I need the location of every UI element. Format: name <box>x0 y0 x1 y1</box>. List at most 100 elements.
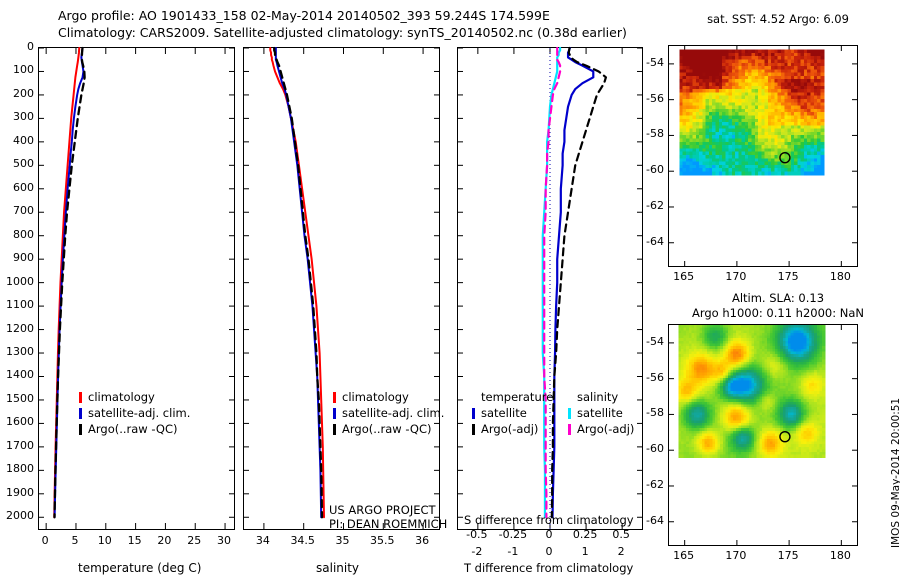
tick-label: -0.5 <box>466 528 488 541</box>
tick-label: 300 <box>13 110 34 124</box>
header-line-2: Climatology: CARS2009. Satellite-adjuste… <box>58 25 627 40</box>
difference-line <box>550 46 608 519</box>
tick-label: 1700 <box>6 438 34 452</box>
tick-label: 175 <box>777 549 799 562</box>
difference-line <box>543 46 562 519</box>
legend-label-salinity-argo-adj: Argo(-adj) <box>577 422 635 436</box>
legend-label-climatology-salinity: climatology <box>342 390 409 404</box>
legend-swatch-temperature-satellite <box>472 408 475 419</box>
salinity-plot-area <box>244 46 439 529</box>
tick-label: 165 <box>673 270 695 283</box>
salinity-x-axis-label: salinity <box>316 561 360 575</box>
temperature-panel <box>38 46 235 530</box>
tick-label: -0.25 <box>498 528 528 541</box>
tick-label: -64 <box>646 513 664 527</box>
sst-map-plot-area <box>669 46 857 266</box>
tick-label: 1800 <box>6 462 34 476</box>
tick-label: 34 <box>255 534 270 547</box>
difference-panel <box>457 46 643 530</box>
tick-label: 600 <box>13 180 34 194</box>
profile-location-marker <box>779 151 791 164</box>
tick-label: 2 <box>617 545 625 558</box>
tick-label: 900 <box>13 251 34 265</box>
tick-label: 800 <box>13 227 34 241</box>
tick-label: -58 <box>646 406 664 420</box>
tick-label: 1100 <box>6 298 34 312</box>
sla-map-panel <box>668 324 858 546</box>
profile-location-marker <box>779 430 791 443</box>
sla-map-title-line-1: Altim. SLA: 0.13 <box>731 291 825 305</box>
tick-label: 35 <box>335 534 350 547</box>
difference-plot-area <box>458 46 642 529</box>
tick-label: -64 <box>646 234 664 248</box>
tick-label: 500 <box>13 157 34 171</box>
tick-label: 0 <box>545 528 553 541</box>
tick-label: 400 <box>13 133 34 147</box>
tick-label: 34.5 <box>290 534 315 547</box>
legend-label-argo-raw-qc: Argo(..raw -QC) <box>88 422 178 436</box>
header-line-1: Argo profile: AO 1901433_158 02-May-2014… <box>58 8 550 23</box>
tick-label: 1 <box>581 545 589 558</box>
temperature-plot-area <box>39 46 234 529</box>
legend-label-temperature-satellite: satellite <box>481 406 527 420</box>
tick-label: 0.25 <box>572 528 598 541</box>
imos-timestamp: IMOS 09-May-2014 20:00:51 <box>890 397 900 548</box>
tick-label: 20 <box>157 534 172 547</box>
legend-label-satellite-adj-clim-salinity: satellite-adj. clim. <box>342 406 445 420</box>
legend-label-satellite-adj-clim: satellite-adj. clim. <box>88 406 191 420</box>
sla-raster <box>678 325 826 459</box>
tick-label: -54 <box>646 55 664 69</box>
tick-label: 0 <box>41 534 49 547</box>
tick-label: -2 <box>471 545 483 558</box>
legend-label-climatology: climatology <box>88 390 155 404</box>
tick-label: 1500 <box>6 391 34 405</box>
legend-swatch-temperature-argo-adj <box>472 424 475 435</box>
legend-swatch-argo-raw-qc-salinity <box>333 424 336 435</box>
tick-label: 700 <box>13 204 34 218</box>
tick-label: -56 <box>646 370 664 384</box>
difference-s-axis-label: S difference from climatology <box>464 513 634 527</box>
salinity-panel <box>243 46 440 530</box>
tick-label: 200 <box>13 86 34 100</box>
tick-label: -60 <box>646 442 664 456</box>
legend-swatch-climatology <box>79 392 82 403</box>
tick-label: -58 <box>646 127 664 141</box>
profile-line <box>53 47 85 519</box>
tick-label: -60 <box>646 163 664 177</box>
tick-label: 0 <box>545 545 553 558</box>
tick-label: 165 <box>673 549 695 562</box>
profile-line <box>273 46 324 519</box>
tick-label: 170 <box>725 270 747 283</box>
profile-line <box>53 46 86 519</box>
tick-label: -54 <box>646 334 664 348</box>
legend-swatch-salinity-argo-adj <box>568 424 571 435</box>
project-name: US ARGO PROJECT <box>329 503 436 517</box>
principal-investigator: PI: DEAN ROEMMICH <box>329 517 448 531</box>
legend-swatch-satellite-adj-clim-salinity <box>333 408 336 419</box>
tick-label: 180 <box>829 270 851 283</box>
tick-label: 170 <box>725 549 747 562</box>
tick-label: 35.5 <box>370 534 395 547</box>
tick-label: 15 <box>127 534 142 547</box>
tick-label: 36 <box>415 534 430 547</box>
tick-label: 1200 <box>6 321 34 335</box>
tick-label: 30 <box>217 534 232 547</box>
tick-label: 2000 <box>6 509 34 523</box>
tick-label: -56 <box>646 91 664 105</box>
legend-label-argo-raw-qc-salinity: Argo(..raw -QC) <box>342 422 432 436</box>
sst-map-title: sat. SST: 4.52 Argo: 6.09 <box>707 12 849 26</box>
tick-label: 1900 <box>6 485 34 499</box>
tick-label: 0.5 <box>612 528 630 541</box>
sst-raster <box>679 49 825 176</box>
tick-label: 1600 <box>6 415 34 429</box>
tick-label: -1 <box>507 545 519 558</box>
legend-swatch-satellite-adj-clim <box>79 408 82 419</box>
tick-label: 100 <box>13 63 34 77</box>
profile-line <box>53 47 81 519</box>
temperature-x-axis-label: temperature (deg C) <box>78 561 202 575</box>
sla-map-plot-area <box>669 325 857 545</box>
legend-swatch-climatology-salinity <box>333 392 336 403</box>
legend-header-salinity: salinity <box>577 390 619 404</box>
legend-label-temperature-argo-adj: Argo(-adj) <box>481 422 539 436</box>
tick-label: 180 <box>829 549 851 562</box>
